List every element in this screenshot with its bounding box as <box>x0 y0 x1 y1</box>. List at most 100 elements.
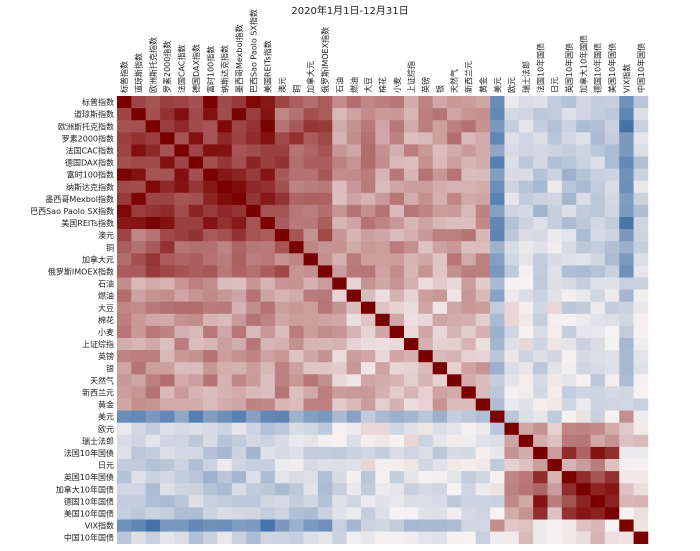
heatmap-cell <box>518 531 534 544</box>
heatmap-cell <box>490 144 505 157</box>
row-label: 标普指数 <box>82 97 114 107</box>
heatmap-cell <box>246 180 261 194</box>
heatmap-cell <box>547 217 563 230</box>
heatmap-cell <box>461 446 477 460</box>
heatmap-cell <box>418 374 433 387</box>
heatmap-cell <box>418 229 433 242</box>
heatmap-cell <box>561 374 577 387</box>
heatmap-cell <box>117 325 132 339</box>
heatmap-cell <box>518 108 534 121</box>
heatmap-cell <box>590 229 606 242</box>
heatmap-cell <box>360 301 376 315</box>
heatmap-cell <box>231 495 247 508</box>
heatmap-cell <box>160 531 175 544</box>
heatmap-cell <box>418 168 433 181</box>
heatmap-cell <box>217 217 233 230</box>
heatmap-cell <box>561 459 577 472</box>
heatmap-cell <box>389 350 405 363</box>
heatmap-cell <box>217 495 233 508</box>
heatmap-cell <box>346 495 362 508</box>
heatmap-cell <box>518 313 534 327</box>
heatmap-cell <box>547 108 563 121</box>
heatmap-cell <box>461 410 477 423</box>
heatmap-cell <box>547 434 563 448</box>
heatmap-cell <box>461 289 477 302</box>
heatmap-cell <box>174 192 190 206</box>
column-label: 道琼斯指数 <box>134 53 144 93</box>
heatmap-cell <box>432 265 448 278</box>
heatmap-cell <box>375 434 390 448</box>
heatmap-cell <box>547 459 563 472</box>
column-label: 墨西哥Mexbol指数 <box>234 24 244 93</box>
heatmap-cell <box>604 386 620 399</box>
heatmap-cell <box>461 229 477 242</box>
heatmap-cell <box>576 519 591 532</box>
heatmap-cell <box>533 241 548 254</box>
heatmap-cell <box>231 180 247 194</box>
heatmap-cell <box>475 386 491 399</box>
heatmap-cell <box>160 229 175 242</box>
heatmap-cell <box>303 374 319 387</box>
heatmap-cell <box>203 350 218 363</box>
heatmap-cell <box>504 410 520 423</box>
heatmap-cell <box>633 156 649 169</box>
heatmap-cell <box>447 277 462 290</box>
heatmap-cell <box>447 507 462 520</box>
heatmap-cell <box>203 459 218 472</box>
heatmap-cell <box>317 265 333 278</box>
heatmap-cell <box>260 120 276 133</box>
heatmap-cell <box>217 96 233 109</box>
heatmap-cell <box>246 434 261 448</box>
heatmap-cell <box>432 446 448 460</box>
heatmap-cell <box>490 471 505 484</box>
heatmap-cell <box>375 180 390 194</box>
heatmap-cell <box>447 132 462 145</box>
heatmap-cell <box>533 168 548 181</box>
heatmap-cell <box>518 229 534 242</box>
column-label: 上证综指 <box>406 61 416 93</box>
heatmap-cell <box>160 204 175 218</box>
heatmap-cell <box>518 338 534 351</box>
heatmap-cell <box>303 471 319 484</box>
heatmap-cell <box>547 362 563 375</box>
heatmap-cell <box>303 156 319 169</box>
heatmap-cell <box>375 362 390 375</box>
heatmap-cell <box>274 446 290 460</box>
column-label: 美国10年国债 <box>607 43 617 93</box>
heatmap-cell <box>303 192 319 206</box>
heatmap-cell <box>303 350 319 363</box>
heatmap-cell <box>404 168 419 181</box>
heatmap-cell <box>274 204 290 218</box>
heatmap-cell <box>504 434 520 448</box>
heatmap-cell <box>217 253 233 266</box>
heatmap-cell <box>160 313 175 327</box>
heatmap-cell <box>203 410 218 423</box>
heatmap-cell <box>117 313 132 327</box>
heatmap-cell <box>117 108 132 121</box>
heatmap-cell <box>246 229 261 242</box>
heatmap-cell <box>145 204 161 218</box>
heatmap-cell <box>317 301 333 315</box>
heatmap-cell <box>619 398 634 411</box>
row-label: 日元 <box>98 461 114 470</box>
heatmap-cell <box>590 120 606 133</box>
heatmap-cell <box>432 459 448 472</box>
heatmap-cell <box>533 180 548 194</box>
heatmap-cell <box>231 410 247 423</box>
heatmap-cell <box>174 96 190 109</box>
heatmap-cell <box>389 434 405 448</box>
heatmap-cell <box>231 277 247 290</box>
column-label: 德国10年国债 <box>593 43 603 93</box>
heatmap-cell <box>418 277 433 290</box>
heatmap-cell <box>117 277 132 290</box>
heatmap-cell <box>418 132 433 145</box>
heatmap-cell <box>217 507 233 520</box>
heatmap-cell <box>260 446 276 460</box>
heatmap-cell <box>504 483 520 496</box>
heatmap-cell <box>217 156 233 169</box>
heatmap-cell <box>174 410 190 423</box>
heatmap-cell <box>131 446 146 460</box>
heatmap-cell <box>217 289 233 302</box>
heatmap-cell <box>619 96 634 109</box>
heatmap-cell <box>332 168 347 181</box>
